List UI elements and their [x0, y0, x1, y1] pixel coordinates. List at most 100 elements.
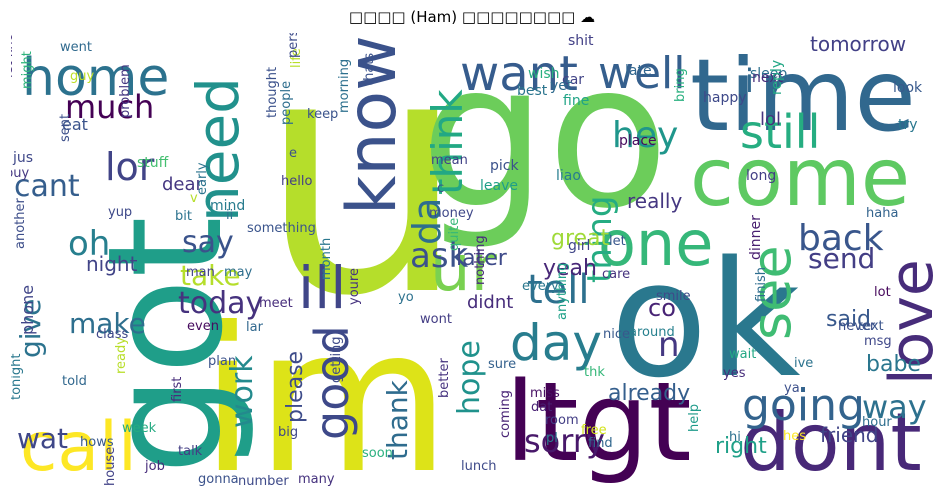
word-yup: yup — [108, 205, 132, 220]
word-time: time — [690, 37, 916, 154]
word-better: better — [437, 358, 452, 398]
word-good: good — [305, 325, 359, 440]
word-youre: youre — [347, 268, 362, 305]
word-hope: hope — [452, 340, 487, 415]
word-wont: wont — [420, 312, 452, 327]
word-got: got — [74, 216, 258, 475]
word-phone: phone — [18, 285, 37, 335]
word-e: e — [289, 146, 297, 161]
word-dinner: dinner — [748, 215, 764, 260]
word-right: right — [715, 434, 767, 459]
word-jus: jus — [12, 150, 33, 166]
word-much: much — [65, 88, 154, 126]
word-still: still — [740, 105, 820, 159]
word-ltgt: ltgt — [505, 358, 692, 486]
word-told: told — [62, 374, 87, 389]
word-meet: meet — [259, 296, 293, 311]
word-going: going — [742, 380, 865, 431]
word-back: back — [798, 218, 884, 259]
word-house: house — [103, 447, 118, 486]
word-lol: lol — [760, 109, 781, 130]
word-fine: fine — [563, 93, 589, 109]
word-wat: wat — [17, 422, 68, 455]
word-already: already — [608, 381, 690, 406]
word-need: need — [184, 77, 252, 222]
word-im: im — [200, 285, 450, 494]
word-well: well — [598, 48, 686, 99]
word-getting: getting — [329, 336, 344, 383]
word-stuff: stuff — [137, 155, 169, 171]
word-oh: oh — [68, 224, 110, 264]
word-another: another — [13, 198, 28, 249]
word-sent: sent — [58, 114, 73, 142]
word-dat: dat — [531, 400, 552, 415]
word-ii: ii — [226, 208, 233, 223]
word-man: man — [186, 265, 215, 280]
word-early: early — [195, 162, 210, 195]
word-look: look — [893, 80, 923, 96]
word-long: long — [746, 168, 776, 184]
word-class: class — [96, 327, 128, 342]
word-job: job — [144, 459, 165, 474]
word-ok: ok — [610, 226, 801, 413]
word-give: give — [14, 299, 47, 358]
word-girl: girl — [568, 238, 590, 254]
word-morning: morning — [337, 59, 352, 113]
word-c: c — [437, 181, 444, 196]
word-co: co — [648, 294, 676, 322]
word-late: late — [625, 63, 652, 79]
word-nice: nice — [603, 327, 630, 342]
word-send: send — [808, 242, 875, 275]
word-hows: hows — [80, 435, 114, 450]
word-tomorrow: tomorrow — [810, 33, 906, 56]
word-didnt: didnt — [467, 292, 513, 313]
word-eat: eat — [62, 115, 88, 134]
word-week: week — [122, 421, 157, 436]
word-n: n — [658, 325, 680, 365]
word-go: go — [420, 33, 669, 253]
word-buy: buy — [11, 166, 29, 181]
word-hes: hes — [783, 429, 806, 444]
word-day: day — [510, 314, 602, 372]
word-may: may — [224, 265, 253, 280]
word-big: big — [278, 425, 298, 440]
word-said: said — [826, 307, 871, 332]
word-hour: hour — [862, 415, 892, 430]
word-every: every — [522, 279, 559, 294]
word-dont: dont — [740, 396, 922, 489]
word-finish: finish — [754, 267, 769, 302]
word-haha: haha — [866, 206, 898, 221]
word-text: text — [858, 319, 884, 334]
word-best: best — [517, 83, 548, 99]
chart-title: □□□□ (Ham) □□□□□□□□ ☁ — [348, 8, 596, 26]
word-home: home — [22, 48, 169, 108]
word-lar: lar — [246, 320, 264, 335]
word-care: care — [602, 267, 630, 282]
word-take: take — [180, 259, 241, 292]
word-please: please — [283, 351, 308, 423]
word-sorry: sorry — [524, 422, 605, 460]
word-mean: mean — [431, 153, 468, 168]
word-find: find — [588, 436, 613, 451]
word-plan: plan — [208, 354, 236, 369]
word-number: number — [238, 474, 289, 489]
word-happy: happy — [703, 90, 747, 106]
word-leave: leave — [480, 178, 518, 194]
word-ask: ask — [410, 236, 469, 276]
word-v: v — [190, 191, 198, 206]
word-reply: reply — [769, 60, 785, 95]
word-yo: yo — [398, 290, 414, 305]
word-today: today — [178, 286, 263, 321]
word-pl: pl — [546, 431, 558, 446]
word-soon: soon — [362, 446, 393, 461]
word-lunch: lunch — [461, 459, 496, 474]
word-tonight: tonight — [11, 354, 24, 401]
word-next: next — [752, 70, 784, 86]
word-thats: thats — [362, 53, 377, 86]
word-place: place — [619, 133, 657, 149]
word-night: night — [86, 252, 138, 276]
word-ill: ill — [298, 254, 346, 322]
word-nothing: nothing — [473, 235, 488, 285]
word-person: person — [286, 33, 301, 58]
